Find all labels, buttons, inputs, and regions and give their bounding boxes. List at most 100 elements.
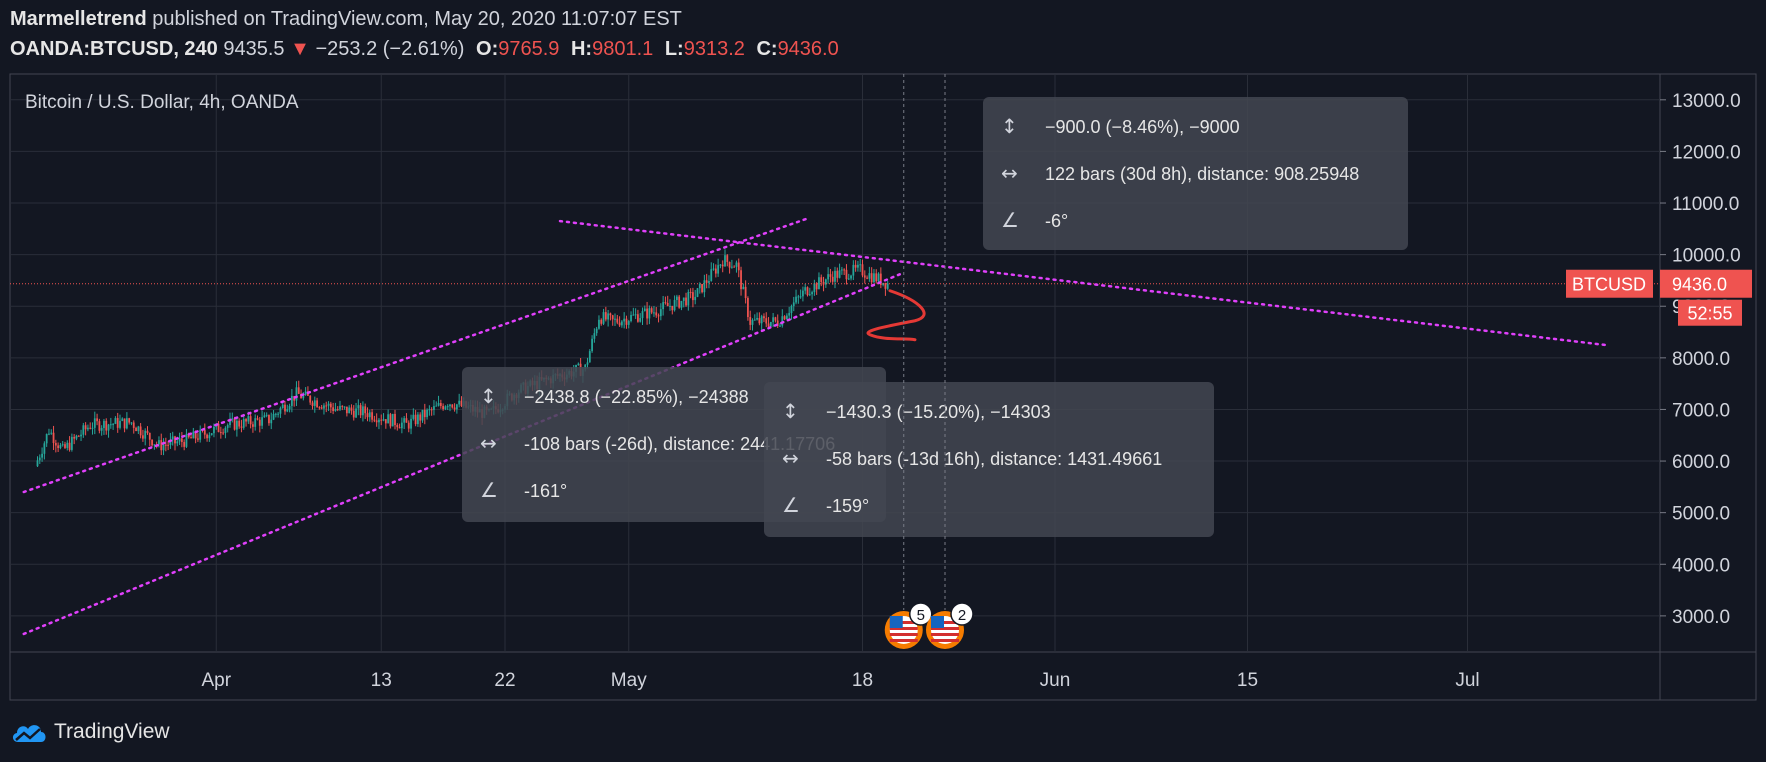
candle-body (705, 280, 708, 283)
candle-body (437, 403, 440, 406)
candle-body (607, 313, 610, 320)
candle-body (142, 435, 144, 439)
y-tick-label: 5000.0 (1672, 504, 1730, 525)
candle-body (48, 433, 50, 435)
candle-body (327, 403, 330, 406)
candle-body (304, 391, 307, 395)
candle-body (144, 430, 147, 439)
candle-body (740, 270, 742, 290)
candle-body (364, 406, 367, 414)
candle-body (790, 306, 793, 314)
candle-body (132, 422, 135, 428)
candle-body (804, 287, 807, 291)
candle-body (382, 419, 385, 421)
candle-body (125, 418, 128, 429)
symbol-tag: BTCUSD (1572, 275, 1646, 295)
candle-body (717, 265, 720, 274)
candle-body (710, 269, 713, 282)
candle-body (593, 333, 596, 339)
x-tick-label: 15 (1237, 670, 1258, 691)
tradingview-logo[interactable]: TradingView (10, 720, 170, 744)
candle-body (73, 436, 76, 439)
candle-body (75, 435, 78, 439)
candle-body (199, 429, 202, 440)
candle-body (870, 273, 873, 283)
candle-body (119, 420, 121, 428)
candle-body (114, 418, 117, 424)
candle-body (206, 434, 208, 439)
candle-body (400, 422, 403, 429)
candle-body (263, 415, 266, 418)
countdown-bg (1678, 299, 1742, 326)
x-tick-label: 22 (494, 670, 515, 691)
candle-body (742, 286, 745, 290)
measure-line: -159° (826, 496, 869, 516)
candle-body (343, 406, 346, 408)
candle-body (653, 312, 655, 314)
x-tick-label: Jun (1040, 670, 1071, 691)
candle-body (254, 418, 257, 427)
candle-body (747, 298, 749, 318)
candle-body (297, 387, 300, 394)
candle-body (345, 406, 348, 414)
candle-body (45, 433, 48, 444)
price-tag-value: 9436.0 (1672, 275, 1727, 295)
price-range-icon: ↕ (782, 399, 799, 423)
flag-stripe (889, 621, 918, 624)
candle-body (859, 264, 862, 266)
candle-body (666, 302, 669, 307)
candle-body (387, 414, 390, 424)
candle-body (678, 296, 681, 308)
candle-body (662, 302, 665, 310)
candle-body (213, 426, 215, 434)
candle-body (847, 278, 850, 280)
candle-body (64, 444, 66, 448)
candle-body (107, 424, 110, 431)
candle-body (380, 419, 383, 421)
candle-body (845, 269, 848, 280)
symbol-label[interactable]: OANDA:BTCUSD, 240 (10, 38, 218, 60)
candle-body (680, 300, 683, 308)
bar-range-icon: ↔ (782, 446, 799, 470)
candle-body (866, 277, 868, 279)
candle-body (455, 404, 458, 410)
candle-body (247, 416, 250, 422)
author-name[interactable]: Marmelletrend (10, 8, 147, 30)
event-count: 5 (917, 607, 925, 624)
candle-body (682, 297, 685, 301)
candle-body (721, 264, 724, 267)
candle-body (405, 418, 408, 423)
candle-body (375, 420, 378, 423)
candle-body (105, 420, 108, 431)
price-axis[interactable]: 13000.012000.011000.010000.09000.08000.0… (1660, 91, 1741, 628)
candle-body (687, 292, 690, 306)
candle-body (82, 425, 85, 435)
candle-body (43, 443, 46, 454)
candle-body (153, 444, 156, 446)
candle-body (776, 320, 779, 327)
candle-body (657, 315, 660, 317)
candle-body (359, 405, 362, 416)
candle-body (792, 302, 795, 307)
candle-body (806, 287, 809, 296)
candle-body (116, 418, 119, 428)
y-tick-label: 11000.0 (1672, 194, 1739, 215)
time-axis[interactable]: Apr 13 22 May 18 Jun 15 Jul (201, 670, 1479, 691)
candle-body (712, 268, 715, 270)
candle-body (171, 436, 174, 440)
candle-body (673, 300, 676, 311)
candle-body (57, 445, 60, 449)
candle-body (91, 427, 94, 429)
candle-body (334, 409, 337, 412)
measure-line: -108 bars (-26d), distance: 2441.17706 (524, 434, 835, 454)
candle-body (641, 311, 644, 319)
candle-body (398, 427, 401, 429)
measure-line: -6° (1045, 211, 1068, 231)
price-range-icon: ↕ (1001, 114, 1018, 138)
measure-tools[interactable]: ↕ −900.0 (−8.46%), −9000 ↔ 122 bars (30d 8h… (462, 97, 1408, 537)
candle-body (89, 427, 92, 429)
candle-body (180, 438, 183, 443)
candle-body (373, 419, 376, 421)
